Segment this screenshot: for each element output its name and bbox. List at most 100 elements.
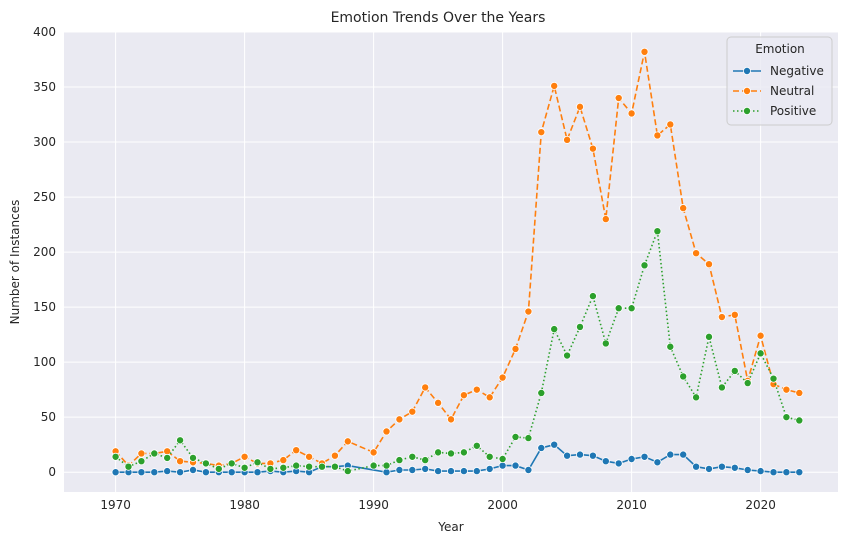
positive-point [111, 452, 120, 461]
negative-point [563, 451, 572, 460]
negative-point [782, 468, 791, 477]
negative-point [550, 440, 559, 449]
negative-point [511, 461, 520, 470]
positive-point [124, 462, 133, 471]
legend-neutral-marker [743, 87, 752, 96]
neutral-point [369, 448, 378, 457]
x-tick-label: 1990 [358, 498, 389, 512]
series-negative [111, 440, 804, 477]
neutral-point [292, 446, 301, 455]
neutral-point [343, 437, 352, 446]
positive-point [446, 449, 455, 458]
positive-point [421, 456, 430, 465]
positive-point [524, 434, 533, 443]
positive-point [279, 463, 288, 472]
legend: Emotion Negative Neutral Positive [726, 36, 833, 126]
negative-line [115, 443, 800, 474]
negative-point [408, 465, 417, 474]
x-axis-label: Year [437, 520, 463, 534]
positive-point [653, 227, 662, 236]
positive-point [537, 388, 546, 397]
negative-point [446, 467, 455, 476]
positive-point [717, 383, 726, 392]
negative-point [743, 465, 752, 474]
positive-point [330, 462, 339, 471]
negative-point [421, 464, 430, 473]
positive-point [705, 332, 714, 341]
positive-point [485, 452, 494, 461]
negative-point [163, 467, 172, 476]
positive-point [756, 349, 765, 358]
positive-point [408, 452, 417, 461]
positive-point [782, 413, 791, 422]
positive-point [472, 441, 481, 450]
positive-point [343, 467, 352, 476]
positive-point [576, 322, 585, 331]
y-tick-labels: 0 50 100 150 200 250 300 350 400 [33, 25, 56, 479]
neutral-point [408, 407, 417, 416]
y-tick-label: 300 [33, 135, 56, 149]
positive-point [730, 366, 739, 375]
positive-point [266, 464, 275, 473]
neutral-point [459, 391, 468, 400]
negative-point [459, 467, 468, 476]
negative-point [588, 451, 597, 460]
positive-point [382, 461, 391, 470]
positive-point [640, 261, 649, 270]
neutral-point [653, 131, 662, 140]
y-tick-label: 0 [48, 465, 56, 479]
negative-point [434, 467, 443, 476]
negative-point [653, 458, 662, 467]
neutral-point [240, 452, 249, 461]
chart-title: Emotion Trends Over the Years [331, 10, 546, 26]
positive-point [563, 351, 572, 360]
positive-point [769, 374, 778, 383]
negative-point [692, 462, 701, 471]
neutral-point [421, 383, 430, 392]
positive-point [614, 304, 623, 313]
neutral-point [601, 215, 610, 224]
x-tick-label: 2020 [745, 498, 776, 512]
positive-point [395, 456, 404, 465]
negative-point [227, 468, 236, 477]
neutral-point [563, 135, 572, 144]
positive-point [137, 457, 146, 466]
negative-point [640, 452, 649, 461]
negative-point [627, 454, 636, 463]
neutral-point [730, 310, 739, 319]
neutral-point [705, 260, 714, 269]
y-tick-label: 350 [33, 80, 56, 94]
positive-point [588, 292, 597, 301]
neutral-point [176, 457, 185, 466]
neutral-point [382, 427, 391, 436]
positive-point [601, 339, 610, 348]
neutral-point [446, 415, 455, 424]
neutral-point [640, 47, 649, 56]
positive-point [627, 304, 636, 313]
y-tick-label: 50 [41, 410, 56, 424]
neutral-point [279, 456, 288, 465]
y-tick-label: 400 [33, 25, 56, 39]
y-tick-label: 100 [33, 355, 56, 369]
neutral-point [679, 204, 688, 213]
negative-point [601, 457, 610, 466]
x-tick-label: 1970 [100, 498, 131, 512]
negative-point [485, 464, 494, 473]
positive-point [176, 436, 185, 445]
series-lines [111, 47, 804, 477]
negative-point [382, 468, 391, 477]
legend-negative-label: Negative [770, 64, 824, 78]
neutral-point [795, 388, 804, 397]
negative-point [137, 468, 146, 477]
negative-point [679, 450, 688, 459]
negative-point [666, 450, 675, 459]
positive-point [240, 463, 249, 472]
x-tick-label: 2010 [616, 498, 647, 512]
negative-point [498, 461, 507, 470]
neutral-point [498, 373, 507, 382]
y-axis-label: Number of Instances [8, 200, 22, 325]
y-tick-label: 250 [33, 190, 56, 204]
neutral-point [472, 385, 481, 394]
positive-point [253, 458, 262, 467]
